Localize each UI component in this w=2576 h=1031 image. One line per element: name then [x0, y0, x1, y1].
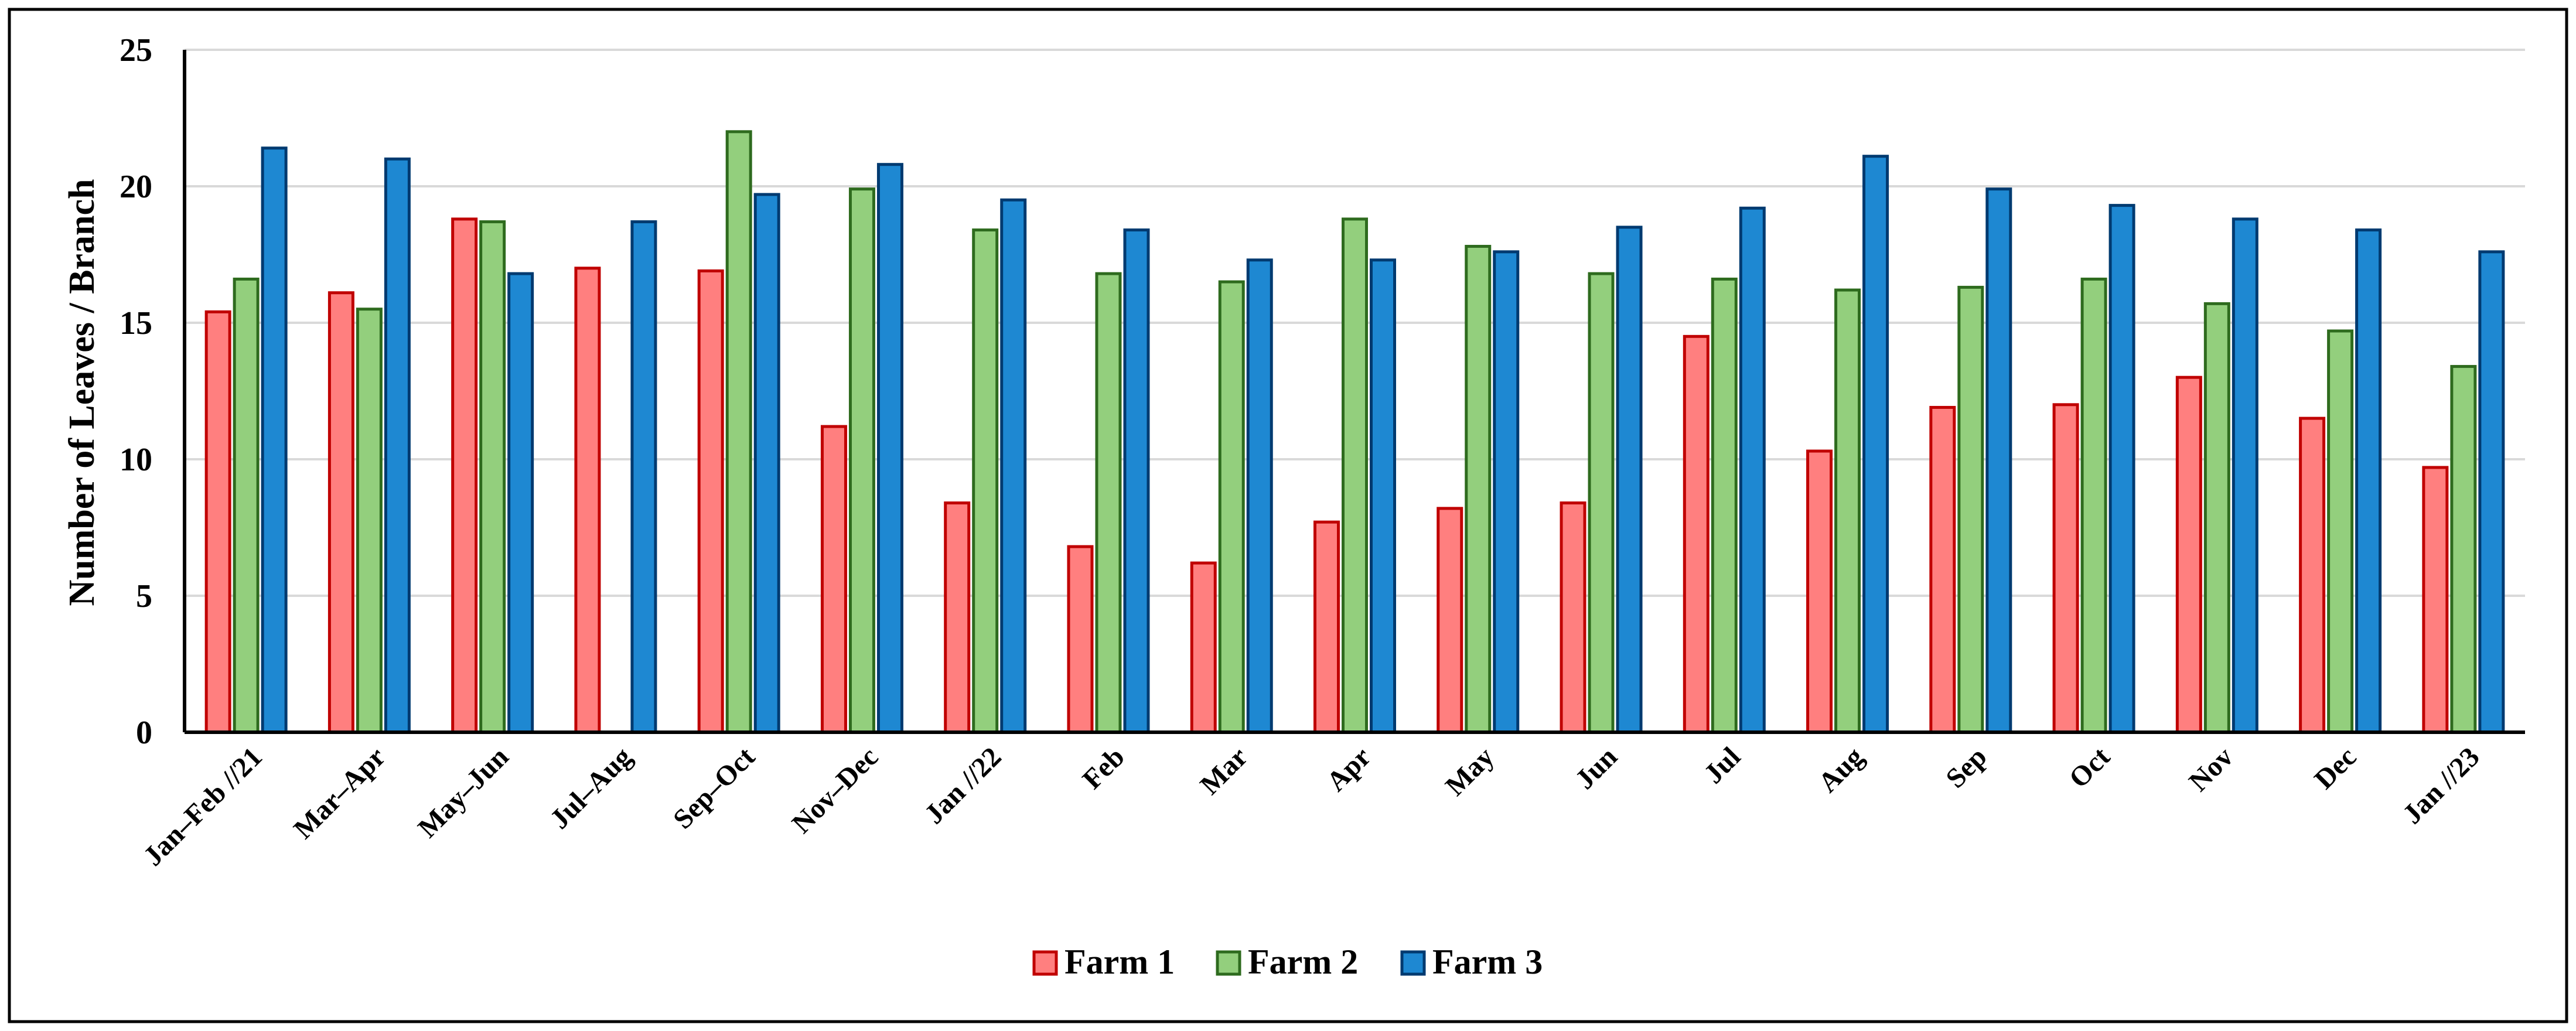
bar-farm-1 — [1190, 561, 1217, 734]
bar-farm-2 — [1588, 272, 1615, 734]
bar-farm-2 — [2203, 302, 2230, 734]
bar-farm-3 — [2478, 250, 2505, 734]
bar-farm-3 — [1246, 258, 1273, 734]
y-axis-title: Number of Leaves / Branch — [62, 179, 102, 606]
bar-farm-3 — [1862, 155, 1889, 734]
bar-farm-1 — [327, 291, 354, 734]
legend-label: Farm 2 — [1248, 943, 1358, 981]
bar-farm-2 — [725, 130, 752, 734]
y-tick-label: 0 — [136, 715, 152, 751]
bar-farm-2 — [848, 187, 875, 734]
bar-farm-3 — [630, 220, 657, 734]
bar-farm-1 — [1929, 405, 1956, 734]
y-tick-label: 10 — [120, 442, 152, 478]
legend-label: Farm 3 — [1432, 943, 1543, 981]
bar-farm-1 — [204, 310, 231, 734]
bar-farm-3 — [384, 157, 411, 734]
bar-farm-1 — [1067, 545, 1094, 734]
bar-farm-1 — [2052, 403, 2079, 734]
bar-farm-3 — [1739, 206, 1766, 734]
bar-farm-3 — [1616, 226, 1643, 734]
bar-farm-3 — [2108, 204, 2135, 734]
bar-farm-1 — [574, 267, 601, 734]
y-tick-label: 5 — [136, 578, 152, 614]
bar-farm-1 — [820, 425, 847, 734]
bar-farm-3 — [1985, 187, 2012, 734]
bar-farm-3 — [1493, 250, 1520, 734]
bar-farm-3 — [876, 163, 903, 734]
legend: Farm 1 Farm 2 Farm 3 — [1032, 943, 1543, 981]
chart-frame — [8, 8, 2568, 1023]
bar-farm-1 — [1560, 501, 1586, 734]
bar-farm-3 — [261, 146, 288, 734]
bar-farm-2 — [1342, 217, 1368, 734]
y-tick-label: 25 — [120, 32, 152, 69]
bar-farm-1 — [1683, 334, 1710, 734]
bar-farm-2 — [2327, 329, 2354, 734]
bar-farm-1 — [451, 217, 478, 734]
bar-farm-2 — [2080, 277, 2107, 734]
bar-farm-2 — [356, 308, 383, 734]
bar-farm-1 — [2175, 375, 2202, 734]
bar-farm-2 — [2450, 365, 2477, 734]
bar-farm-3 — [2232, 217, 2258, 734]
bar-farm-1 — [1437, 507, 1463, 734]
bar-farm-2 — [479, 220, 506, 734]
bar-farm-3 — [507, 272, 534, 734]
bar-farm-1 — [944, 501, 971, 734]
bar-farm-3 — [1123, 228, 1150, 734]
bar-farm-3 — [753, 193, 780, 734]
bar-farm-1 — [697, 269, 724, 734]
legend-swatch — [1400, 950, 1426, 976]
bar-farm-2 — [1957, 285, 1984, 734]
bar-farm-1 — [2422, 466, 2449, 734]
y-tick-label: 15 — [120, 305, 152, 342]
y-tick-labels: 0 5 10 15 20 25 — [120, 32, 152, 751]
legend-swatch — [1032, 950, 1058, 976]
bar-farm-2 — [233, 277, 260, 734]
y-tick-label: 20 — [120, 169, 152, 205]
bar-farm-2 — [1095, 272, 1122, 734]
axes-group — [183, 50, 2525, 734]
bar-farm-2 — [1711, 277, 1738, 734]
bar-farm-2 — [972, 228, 999, 734]
legend-label: Farm 1 — [1064, 943, 1175, 981]
bar-farm-2 — [1465, 245, 1492, 734]
bar-farm-3 — [2355, 228, 2382, 734]
bar-farm-1 — [1806, 449, 1833, 734]
bar-farm-1 — [1313, 520, 1340, 734]
bar-farm-2 — [1218, 280, 1245, 734]
bars-group — [204, 130, 2505, 734]
legend-swatch — [1216, 950, 1241, 976]
bar-farm-2 — [1834, 288, 1861, 734]
bar-farm-3 — [1370, 258, 1396, 734]
bar-farm-1 — [2299, 417, 2326, 734]
bar-farm-3 — [1000, 198, 1027, 734]
